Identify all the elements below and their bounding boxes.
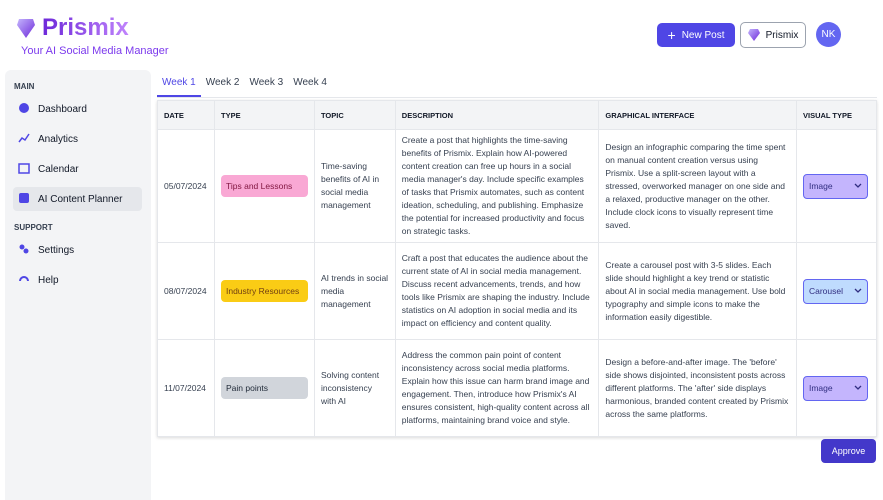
- nav-label: Dashboard: [38, 103, 87, 115]
- app-title: Prismix: [42, 14, 129, 41]
- table-body: 05/07/2024 Tips and Lessons Time-saving be…: [157, 129, 878, 437]
- plus-icon: +: [667, 27, 676, 43]
- chevron-icon: [854, 385, 862, 390]
- chevron-icon: [854, 288, 862, 293]
- icon: [19, 102, 29, 113]
- visual-select[interactable]: Image: [802, 375, 868, 401]
- graphic-cell: Create a carousel post with 3-5 slides. …: [598, 242, 797, 340]
- type-tag: Pain points: [220, 377, 308, 399]
- week-tab[interactable]: Week 1: [157, 72, 201, 97]
- graphic-cell: Design a before-and-after image. The 'be…: [598, 339, 797, 437]
- type-tag: Industry Resources: [220, 280, 308, 302]
- icon: [19, 275, 29, 281]
- nav-label: Settings: [38, 244, 75, 256]
- header-row: DATE TYPE TOPIC DESCRIPTION GRAPHICAL INTERF…: [157, 100, 878, 130]
- week-tab[interactable]: Week 3: [249, 77, 284, 88]
- nav-item[interactable]: AI Content Planner: [13, 187, 142, 211]
- table-row: 11/07/2024 Pain points Solving content inc…: [157, 339, 878, 437]
- select-value: Image: [808, 180, 833, 191]
- column-header: DESCRIPTION: [394, 100, 600, 130]
- week-tab[interactable]: Week 2: [205, 77, 240, 88]
- topic-cell: Solving content inconsistency with AI: [313, 339, 396, 437]
- nav-item[interactable]: Settings: [13, 238, 142, 262]
- workspace-button[interactable]: Prismix: [740, 22, 806, 48]
- column-header: TYPE: [213, 100, 315, 130]
- new-post-label: New Post: [681, 29, 725, 41]
- nav-item[interactable]: Dashboard: [13, 97, 142, 121]
- week-tabs: Week 1 Week 2 Week 3 Week 4: [157, 72, 877, 98]
- workspace-icon: [747, 29, 760, 41]
- icon: [19, 244, 29, 253]
- app-subtitle: Your AI Social Media Manager: [21, 45, 169, 57]
- description-cell: Craft a post that educates the audience …: [394, 242, 600, 340]
- nav-item[interactable]: Analytics: [13, 127, 142, 151]
- nav-icon: [18, 192, 30, 207]
- logo-icon: [17, 19, 35, 38]
- column-header: DATE: [157, 100, 215, 130]
- type-cell: Industry Resources: [213, 242, 315, 340]
- select-value: Image: [808, 382, 833, 393]
- visual-select[interactable]: Image: [802, 173, 868, 199]
- workspace-label: Prismix: [765, 29, 799, 41]
- visual-cell: Image: [795, 129, 878, 243]
- visual-cell: Image: [795, 339, 878, 437]
- date-cell: 11/07/2024: [157, 339, 215, 437]
- nav-icon: [18, 162, 30, 177]
- nav-label: AI Content Planner: [38, 193, 123, 205]
- description-cell: Create a post that highlights the time-s…: [394, 129, 600, 243]
- section-label: SUPPORT: [14, 223, 53, 232]
- visual-cell: Carousel: [795, 242, 878, 340]
- nav-item[interactable]: Help: [13, 268, 142, 292]
- section-label: MAIN: [14, 82, 35, 91]
- type-cell: Pain points: [213, 339, 315, 437]
- description-cell: Address the common pain point of content…: [394, 339, 600, 437]
- nav-icon: [18, 273, 30, 288]
- table-row: 05/07/2024 Tips and Lessons Time-saving be…: [157, 129, 878, 243]
- icon: [18, 133, 30, 142]
- icon: [19, 192, 29, 203]
- select-value: Carousel: [808, 285, 844, 296]
- new-post-button[interactable]: + New Post: [657, 23, 735, 47]
- nav-icon: [18, 243, 30, 258]
- icon: [18, 162, 30, 174]
- topic-cell: Time-saving benefits of AI in social med…: [313, 129, 396, 243]
- chevron: [854, 285, 862, 298]
- content-table: DATE TYPE TOPIC DESCRIPTION GRAPHICAL INTERF…: [157, 100, 878, 437]
- date-cell: 08/07/2024: [157, 242, 215, 340]
- date-cell: 05/07/2024: [157, 129, 215, 243]
- nav-icon: [18, 102, 30, 117]
- logo[interactable]: Prismix: [16, 14, 129, 42]
- topic-cell: AI trends in social media management: [313, 242, 396, 340]
- nav-label: Analytics: [38, 133, 79, 145]
- chevron: [854, 382, 862, 395]
- approve-button[interactable]: Approve: [821, 439, 876, 463]
- graphic-cell: Design an infographic comparing the time…: [598, 129, 797, 243]
- chevron-icon: [854, 183, 862, 188]
- nav-label: Help: [38, 274, 59, 286]
- chevron: [854, 180, 862, 193]
- week-tab[interactable]: Week 4: [293, 77, 327, 88]
- avatar[interactable]: NK: [816, 22, 841, 47]
- table-row: 08/07/2024 Industry Resources AI trends in…: [157, 242, 878, 340]
- nav-item[interactable]: Calendar: [13, 157, 142, 181]
- column-header: TOPIC: [313, 100, 396, 130]
- nav-icon: [18, 132, 30, 147]
- column-header: GRAPHICAL INTERFACE: [598, 100, 797, 130]
- type-tag: Tips and Lessons: [220, 175, 308, 197]
- nav-label: Calendar: [38, 163, 79, 175]
- type-cell: Tips and Lessons: [213, 129, 315, 243]
- visual-select[interactable]: Carousel: [802, 278, 868, 304]
- sidebar: MAIN Dashboard Analytics Calendar AI Content…: [5, 70, 151, 500]
- column-header: VISUAL TYPE: [795, 100, 878, 130]
